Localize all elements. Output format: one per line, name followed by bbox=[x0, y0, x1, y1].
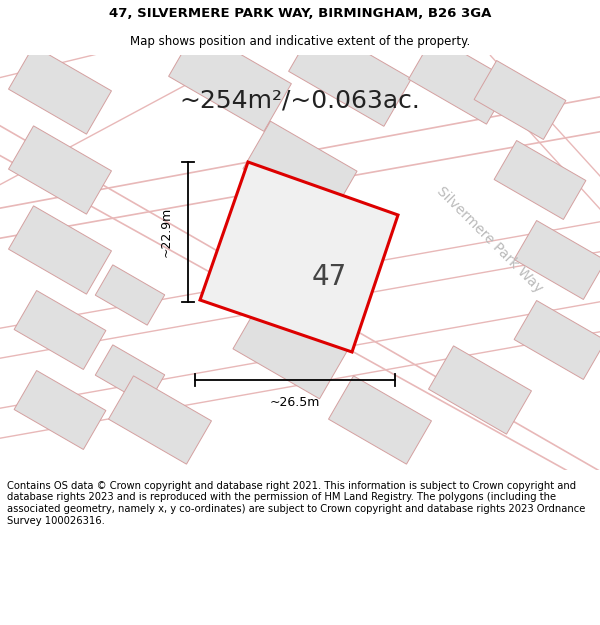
Polygon shape bbox=[14, 371, 106, 449]
Polygon shape bbox=[243, 121, 357, 219]
Polygon shape bbox=[109, 376, 211, 464]
Text: Map shows position and indicative extent of the property.: Map shows position and indicative extent… bbox=[130, 35, 470, 48]
Polygon shape bbox=[409, 36, 511, 124]
Polygon shape bbox=[8, 126, 112, 214]
Text: ~22.9m: ~22.9m bbox=[160, 207, 173, 257]
Polygon shape bbox=[95, 265, 165, 325]
Polygon shape bbox=[514, 301, 600, 379]
Polygon shape bbox=[200, 162, 398, 352]
Text: 47, SILVERMERE PARK WAY, BIRMINGHAM, B26 3GA: 47, SILVERMERE PARK WAY, BIRMINGHAM, B26… bbox=[109, 8, 491, 20]
Polygon shape bbox=[494, 141, 586, 219]
Text: Silvermere Park Way: Silvermere Park Way bbox=[434, 184, 545, 296]
Polygon shape bbox=[474, 61, 566, 139]
Polygon shape bbox=[329, 376, 431, 464]
Polygon shape bbox=[8, 46, 112, 134]
Polygon shape bbox=[14, 291, 106, 369]
Text: ~26.5m: ~26.5m bbox=[270, 396, 320, 409]
Polygon shape bbox=[289, 24, 412, 126]
Text: 47: 47 bbox=[312, 263, 347, 291]
Text: ~254m²/~0.063ac.: ~254m²/~0.063ac. bbox=[179, 88, 421, 112]
Polygon shape bbox=[514, 221, 600, 299]
Polygon shape bbox=[95, 345, 165, 405]
Text: Contains OS data © Crown copyright and database right 2021. This information is : Contains OS data © Crown copyright and d… bbox=[7, 481, 586, 526]
Polygon shape bbox=[233, 301, 347, 399]
Polygon shape bbox=[428, 346, 532, 434]
Polygon shape bbox=[169, 29, 292, 131]
Polygon shape bbox=[8, 206, 112, 294]
